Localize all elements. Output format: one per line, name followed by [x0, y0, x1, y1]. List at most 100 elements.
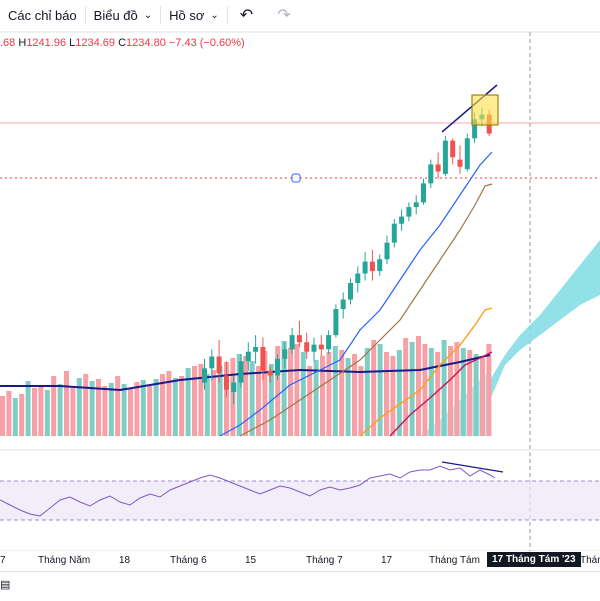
candle-body	[231, 382, 237, 393]
volume-bar	[441, 340, 447, 436]
ichimoku-cloud-past	[420, 370, 490, 436]
volume-bar	[320, 356, 325, 436]
volume-bar	[0, 396, 5, 436]
ma-fast-line	[219, 151, 493, 437]
volume-bar	[300, 352, 306, 436]
volume-bar	[326, 352, 332, 436]
candle-body	[421, 183, 426, 203]
chevron-down-icon: ⌄	[210, 9, 219, 21]
volume-bar	[204, 374, 210, 436]
ohlc-legend: .68 H1241.96 L1234.69 C1234.80 −7.43 (−0…	[0, 37, 245, 49]
candle-body	[245, 351, 251, 362]
candle-body	[464, 138, 470, 170]
toolbar-divider	[84, 6, 86, 24]
volume-bar	[275, 346, 281, 436]
bottom-bar: ▤	[0, 571, 600, 601]
candle-body	[289, 335, 295, 350]
calendar-icon[interactable]: ▤	[0, 579, 11, 591]
candle-body	[435, 164, 441, 172]
candle-body	[282, 349, 288, 359]
volume-bar	[224, 362, 229, 436]
volume-bar	[332, 346, 338, 436]
x-tick-label: 7	[0, 555, 6, 566]
volume-bar	[211, 370, 217, 436]
charts-menu-button[interactable]: Biểu đồ ⌄	[86, 0, 160, 30]
volume-bar	[57, 384, 63, 436]
candlesticks	[202, 107, 492, 404]
x-axis[interactable]: 7 Tháng Năm 18 Tháng 6 15 Tháng 7 17 Thá…	[0, 551, 600, 571]
profile-menu-button[interactable]: Hồ sơ ⌄	[161, 0, 227, 30]
volume-bar	[480, 358, 485, 436]
volume-bar	[364, 348, 370, 436]
candle-body	[369, 261, 375, 272]
volume-bar	[352, 354, 357, 436]
candle-body	[223, 375, 229, 390]
volume-bar	[147, 386, 153, 436]
volume-bar	[249, 361, 255, 436]
top-toolbar: Các chỉ báo Biểu đồ ⌄ Hồ sơ ⌄ ↶ ↷	[0, 0, 600, 30]
volume-bar	[307, 366, 313, 436]
candle-body	[311, 344, 317, 352]
volume-bar	[134, 382, 140, 436]
volume-bar	[89, 381, 95, 436]
close-value: 1234.80	[126, 37, 166, 49]
highlight-box[interactable]	[471, 94, 499, 126]
volume-bar	[121, 384, 127, 436]
volume-bar	[192, 366, 197, 436]
volume-bar	[166, 371, 172, 436]
change-value: −7.43 (−0.60%)	[168, 37, 245, 49]
candle-body	[362, 261, 368, 274]
volume-bar	[115, 376, 121, 436]
volume-bar	[172, 378, 178, 436]
volume-bar	[25, 381, 31, 436]
volume-bar	[230, 358, 236, 436]
volume-bar	[467, 350, 473, 436]
undo-icon[interactable]: ↶	[239, 7, 254, 24]
volume-bar	[102, 386, 108, 436]
volume-bar	[390, 356, 396, 436]
volume-bar	[198, 364, 204, 436]
volume-bar	[64, 371, 69, 436]
candle-body	[457, 159, 463, 167]
volume-bars	[0, 336, 492, 436]
rsi-line	[0, 465, 496, 517]
chevron-down-icon: ⌄	[143, 9, 153, 21]
x-tick-label: 15	[245, 555, 257, 566]
volume-bar	[384, 352, 389, 436]
volume-bar	[70, 386, 76, 436]
trend-line-upper[interactable]	[441, 84, 498, 133]
volume-bar	[454, 342, 460, 436]
candle-body	[209, 356, 215, 369]
volume-bar	[428, 348, 434, 436]
candle-body	[413, 202, 419, 208]
candle-body	[340, 299, 346, 310]
price-chart[interactable]	[0, 0, 600, 551]
x-tick-label: Tháng 6	[170, 555, 207, 566]
volume-bar	[12, 398, 18, 436]
volume-bar	[19, 394, 25, 436]
line-handle[interactable]	[291, 173, 301, 183]
candle-body	[238, 361, 244, 383]
rsi-divergence-line[interactable]	[441, 461, 504, 473]
volume-bar	[377, 344, 383, 436]
volume-bar	[345, 358, 351, 436]
candle-body	[428, 164, 434, 184]
low-label: L	[69, 37, 76, 49]
ma-crimson-line	[389, 351, 493, 437]
toolbar-divider	[226, 6, 228, 24]
profile-label: Hồ sơ	[169, 7, 205, 23]
volume-bar	[96, 379, 101, 436]
x-tick-label: 18	[119, 555, 131, 566]
volume-bar	[371, 340, 377, 436]
volume-bar	[140, 380, 146, 436]
indicators-button[interactable]: Các chỉ báo	[0, 0, 85, 30]
redo-icon[interactable]: ↷	[277, 7, 291, 24]
candle-body	[472, 119, 478, 139]
volume-bar	[185, 368, 191, 436]
charts-label: Biểu đồ	[93, 7, 138, 23]
candle-body	[260, 347, 266, 371]
candle-body	[377, 259, 383, 272]
volume-bar	[108, 383, 114, 436]
candle-body	[275, 358, 280, 376]
volume-bar	[339, 350, 345, 436]
